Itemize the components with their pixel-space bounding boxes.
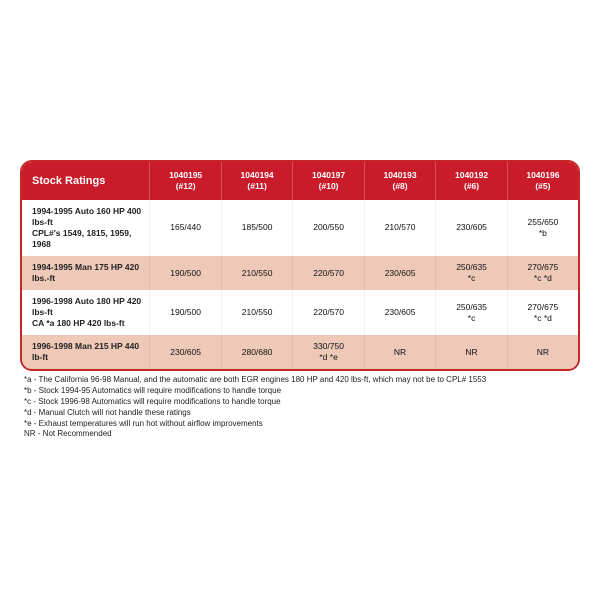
rating-value: 210/550 xyxy=(226,307,288,318)
rating-note: *d *e xyxy=(297,352,359,363)
rating-value: 185/500 xyxy=(226,222,288,233)
col-header: 1040192 (#6) xyxy=(436,162,507,200)
rating-cell: 210/550 xyxy=(221,290,292,335)
col-part-number: 1040192 xyxy=(440,170,502,181)
col-part-number: 1040194 xyxy=(226,170,288,181)
row-label-line1: 1996-1998 Man 215 HP 440 lb-ft xyxy=(32,341,145,363)
col-header: 1040196 (#5) xyxy=(507,162,578,200)
footnote-line: *b - Stock 1994-95 Automatics will requi… xyxy=(24,386,580,397)
rating-cell: 270/675*c *d xyxy=(507,290,578,335)
rating-value: 190/500 xyxy=(154,268,216,279)
row-label: 1994-1995 Auto 160 HP 400 lbs-ftCPL#'s 1… xyxy=(22,200,150,256)
rating-value: 210/550 xyxy=(226,268,288,279)
rating-value: 270/675 xyxy=(512,302,574,313)
rating-note: *c xyxy=(440,273,502,284)
footnote-line: *c - Stock 1996-98 Automatics will requi… xyxy=(24,397,580,408)
rating-cell: 190/500 xyxy=(150,256,221,290)
rating-value: 250/635 xyxy=(440,302,502,313)
rating-cell: 255/650*b xyxy=(507,200,578,256)
rating-cell: 220/570 xyxy=(293,290,364,335)
table-row: 1996-1998 Auto 180 HP 420 lbs-ftCA *a 18… xyxy=(22,290,578,335)
col-ref-number: (#10) xyxy=(297,181,359,192)
rating-value: NR xyxy=(512,347,574,358)
row-label-line1: 1994-1995 Man 175 HP 420 lbs.-ft xyxy=(32,262,145,284)
col-ref-number: (#11) xyxy=(226,181,288,192)
rating-value: 220/570 xyxy=(297,307,359,318)
footnotes: *a - The California 96-98 Manual, and th… xyxy=(20,375,580,440)
rating-note: *c xyxy=(440,313,502,324)
rating-value: 280/680 xyxy=(226,347,288,358)
rating-cell: 165/440 xyxy=(150,200,221,256)
row-label-line2: CA *a 180 HP 420 lbs-ft xyxy=(32,318,145,329)
rating-cell: 230/605 xyxy=(364,290,435,335)
rating-cell: 220/570 xyxy=(293,256,364,290)
col-header: 1040197 (#10) xyxy=(293,162,364,200)
rating-cell: NR xyxy=(507,335,578,369)
rating-cell: 190/500 xyxy=(150,290,221,335)
rating-cell: NR xyxy=(364,335,435,369)
rating-note: *b xyxy=(512,228,574,239)
stock-ratings-table: Stock Ratings 1040195 (#12) 1040194 (#11… xyxy=(22,162,578,370)
row-label: 1996-1998 Man 215 HP 440 lb-ft xyxy=(22,335,150,369)
rating-value: NR xyxy=(369,347,431,358)
row-label-line2: CPL#'s 1549, 1815, 1959, 1968 xyxy=(32,228,145,250)
rating-cell: 330/750*d *e xyxy=(293,335,364,369)
col-ref-number: (#8) xyxy=(369,181,431,192)
row-label: 1996-1998 Auto 180 HP 420 lbs-ftCA *a 18… xyxy=(22,290,150,335)
row-label: 1994-1995 Man 175 HP 420 lbs.-ft xyxy=(22,256,150,290)
rating-cell: 230/605 xyxy=(364,256,435,290)
table-body: 1994-1995 Auto 160 HP 400 lbs-ftCPL#'s 1… xyxy=(22,200,578,370)
rating-value: 230/605 xyxy=(154,347,216,358)
rating-value: 250/635 xyxy=(440,262,502,273)
col-part-number: 1040197 xyxy=(297,170,359,181)
rating-cell: 230/605 xyxy=(436,200,507,256)
rating-value: 190/500 xyxy=(154,307,216,318)
rating-cell: 185/500 xyxy=(221,200,292,256)
rating-note: *c *d xyxy=(512,313,574,324)
col-ref-number: (#12) xyxy=(154,181,216,192)
rating-value: 210/570 xyxy=(369,222,431,233)
rating-cell: NR xyxy=(436,335,507,369)
table-row: 1996-1998 Man 215 HP 440 lb-ft 230/605 280… xyxy=(22,335,578,369)
rating-value: 330/750 xyxy=(297,341,359,352)
table-row: 1994-1995 Auto 160 HP 400 lbs-ftCPL#'s 1… xyxy=(22,200,578,256)
table-title: Stock Ratings xyxy=(22,162,150,200)
row-label-line1: 1996-1998 Auto 180 HP 420 lbs-ft xyxy=(32,296,145,318)
col-part-number: 1040195 xyxy=(154,170,216,181)
rating-value: 200/550 xyxy=(297,222,359,233)
rating-cell: 230/605 xyxy=(150,335,221,369)
rating-value: 255/650 xyxy=(512,217,574,228)
rating-cell: 250/635*c xyxy=(436,256,507,290)
col-ref-number: (#5) xyxy=(512,181,574,192)
rating-value: 270/675 xyxy=(512,262,574,273)
rating-cell: 270/675*c *d xyxy=(507,256,578,290)
col-header: 1040195 (#12) xyxy=(150,162,221,200)
rating-cell: 200/550 xyxy=(293,200,364,256)
rating-cell: 210/550 xyxy=(221,256,292,290)
rating-cell: 250/635*c xyxy=(436,290,507,335)
rating-note: *c *d xyxy=(512,273,574,284)
col-header: 1040193 (#8) xyxy=(364,162,435,200)
table-container: Stock Ratings 1040195 (#12) 1040194 (#11… xyxy=(20,160,580,372)
footnote-line: *d - Manual Clutch will not handle these… xyxy=(24,408,580,419)
col-part-number: 1040193 xyxy=(369,170,431,181)
rating-cell: 210/570 xyxy=(364,200,435,256)
rating-value: 220/570 xyxy=(297,268,359,279)
col-header: 1040194 (#11) xyxy=(221,162,292,200)
rating-value: 230/605 xyxy=(369,307,431,318)
rating-value: 230/605 xyxy=(369,268,431,279)
table-row: 1994-1995 Man 175 HP 420 lbs.-ft 190/500 2… xyxy=(22,256,578,290)
footnote-line: *e - Exhaust temperatures will run hot w… xyxy=(24,419,580,430)
rating-value: NR xyxy=(440,347,502,358)
col-part-number: 1040196 xyxy=(512,170,574,181)
ratings-card: Stock Ratings 1040195 (#12) 1040194 (#11… xyxy=(20,160,580,440)
rating-value: 165/440 xyxy=(154,222,216,233)
footnote-line: NR - Not Recommended xyxy=(24,429,580,440)
col-ref-number: (#6) xyxy=(440,181,502,192)
rating-value: 230/605 xyxy=(440,222,502,233)
header-row: Stock Ratings 1040195 (#12) 1040194 (#11… xyxy=(22,162,578,200)
footnote-line: *a - The California 96-98 Manual, and th… xyxy=(24,375,580,386)
rating-cell: 280/680 xyxy=(221,335,292,369)
row-label-line1: 1994-1995 Auto 160 HP 400 lbs-ft xyxy=(32,206,145,228)
